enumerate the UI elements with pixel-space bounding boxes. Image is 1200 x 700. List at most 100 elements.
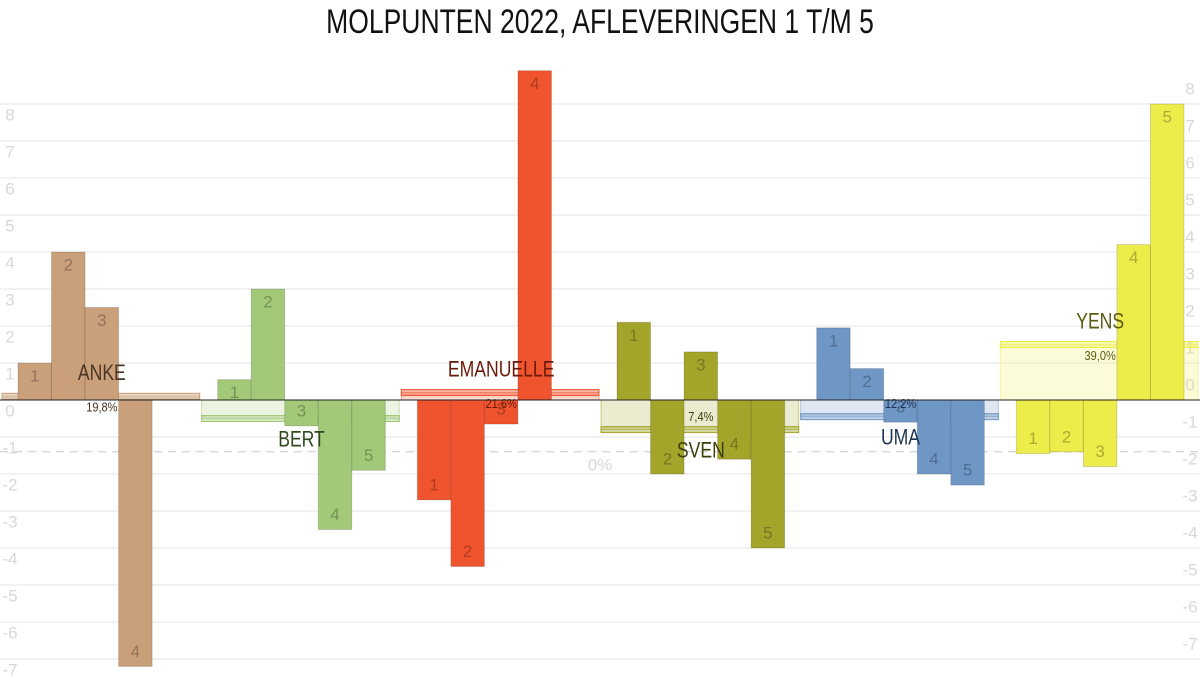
y-tick-label-right: 0 bbox=[1185, 375, 1194, 394]
y-tick-label-right: -7 bbox=[1182, 634, 1197, 653]
bar bbox=[650, 399, 685, 475]
bar bbox=[517, 70, 552, 401]
y-tick-label-right: 3 bbox=[1185, 264, 1194, 283]
bar bbox=[317, 399, 353, 530]
bar-label: 4 bbox=[131, 642, 140, 661]
bar-label: 1 bbox=[30, 366, 39, 385]
bar-label: 3 bbox=[297, 401, 306, 420]
bar-label: 5 bbox=[1162, 107, 1171, 126]
band-line bbox=[600, 426, 800, 434]
reference-label: 0% bbox=[588, 455, 613, 474]
y-tick-label: -7 bbox=[2, 660, 17, 679]
y-tick-label: -6 bbox=[2, 623, 17, 642]
bar-label: 3 bbox=[696, 355, 705, 374]
bar bbox=[450, 399, 485, 567]
bar-label: 1 bbox=[230, 383, 239, 402]
bar bbox=[351, 399, 386, 471]
share-label: 7,4% bbox=[688, 409, 713, 424]
bar bbox=[950, 399, 985, 486]
bar bbox=[849, 368, 885, 401]
bar bbox=[816, 327, 851, 401]
bar-label: 5 bbox=[364, 446, 373, 465]
title-group: MOLPUNTEN 2022, AFLEVERINGEN 1 T/M 5 bbox=[326, 3, 874, 41]
y-tick-label-right: 7 bbox=[1185, 116, 1194, 135]
y-tick-label-right: -3 bbox=[1182, 486, 1197, 505]
share-group: 21,6% bbox=[486, 396, 518, 411]
bar-label: 2 bbox=[663, 449, 672, 468]
bar bbox=[118, 399, 153, 667]
y-tick-label-right: -1 bbox=[1182, 412, 1197, 431]
y-tick-label: 0 bbox=[5, 401, 14, 420]
share-group: 7,4% bbox=[688, 409, 713, 424]
bar-label: 2 bbox=[463, 542, 472, 561]
series-name: EMANUELLE bbox=[448, 358, 555, 382]
bar bbox=[616, 321, 652, 401]
y-tick-label-right: -5 bbox=[1182, 560, 1197, 579]
bar-label: 2 bbox=[64, 255, 73, 274]
name-group: YENS bbox=[1076, 310, 1124, 334]
share-label: 19,8% bbox=[86, 400, 118, 415]
share-group: 19,8% bbox=[86, 400, 118, 415]
y-tick-label: 6 bbox=[5, 179, 14, 198]
share-label: 21,6% bbox=[486, 396, 518, 411]
bar-label: 4 bbox=[929, 449, 938, 468]
name-group: BERT bbox=[278, 428, 325, 452]
bar bbox=[1149, 103, 1185, 401]
bar-label: 2 bbox=[862, 372, 871, 391]
bar-label: 3 bbox=[496, 400, 505, 419]
name-group: ANKE bbox=[78, 361, 126, 385]
y-tick-label-right: -6 bbox=[1182, 597, 1197, 616]
bar-label: 4 bbox=[330, 505, 339, 524]
series-name: SVEN bbox=[677, 439, 725, 463]
bar bbox=[250, 288, 286, 401]
y-tick-label-right: 5 bbox=[1185, 190, 1194, 209]
y-tick-label: 3 bbox=[5, 290, 14, 309]
bar bbox=[483, 399, 519, 425]
bar-label: 4 bbox=[1129, 248, 1138, 267]
band-line bbox=[999, 341, 1199, 348]
y-tick-label: 5 bbox=[5, 216, 14, 235]
y-tick-label-right: -2 bbox=[1182, 449, 1197, 468]
bar-label: 3 bbox=[97, 311, 106, 330]
bar bbox=[1116, 244, 1151, 401]
y-tick-label: 2 bbox=[5, 327, 14, 346]
share-group: 39,0% bbox=[1085, 348, 1117, 363]
name-group: EMANUELLE bbox=[448, 358, 555, 382]
bar-label: 5 bbox=[963, 461, 972, 480]
bar-label: 1 bbox=[1028, 429, 1037, 448]
y-tick-label: -3 bbox=[2, 512, 17, 531]
bar bbox=[916, 399, 952, 475]
y-tick-label: 4 bbox=[5, 253, 14, 272]
bar-label: 2 bbox=[1062, 427, 1071, 446]
series-name: YENS bbox=[1076, 310, 1124, 334]
share-label: 39,0% bbox=[1085, 348, 1117, 363]
name-group: SVEN bbox=[677, 439, 725, 463]
bar bbox=[683, 351, 719, 401]
bar-label: 3 bbox=[896, 398, 905, 417]
y-tick-label-right: 4 bbox=[1185, 227, 1194, 246]
y-tick-label-right: 2 bbox=[1185, 301, 1194, 320]
y-tick-label: -4 bbox=[2, 549, 17, 568]
y-tick-label: -5 bbox=[2, 586, 17, 605]
y-tick-label: 8 bbox=[5, 105, 14, 124]
series-name: UMA bbox=[881, 426, 921, 450]
name-group: UMA bbox=[881, 426, 921, 450]
bar-label: 3 bbox=[1095, 442, 1104, 461]
bar bbox=[750, 399, 786, 549]
band-line bbox=[400, 389, 600, 397]
y-tick-label: -2 bbox=[2, 475, 17, 494]
y-tick-label-right: -4 bbox=[1182, 523, 1197, 542]
bar-label: 4 bbox=[530, 74, 539, 93]
y-tick-label: 1 bbox=[5, 364, 14, 383]
y-tick-label-right: 8 bbox=[1185, 79, 1194, 98]
bar-label: 1 bbox=[629, 326, 638, 345]
bar-label: 5 bbox=[763, 523, 772, 542]
bar-label: 1 bbox=[429, 475, 438, 494]
bar bbox=[1015, 399, 1051, 455]
bar-label: 1 bbox=[829, 331, 838, 350]
y-tick-label: 7 bbox=[5, 142, 14, 161]
bar bbox=[51, 251, 86, 401]
y-tick-label-right: 6 bbox=[1185, 153, 1194, 172]
share-label: 12,2% bbox=[885, 396, 917, 411]
bar-label: 2 bbox=[263, 292, 272, 311]
